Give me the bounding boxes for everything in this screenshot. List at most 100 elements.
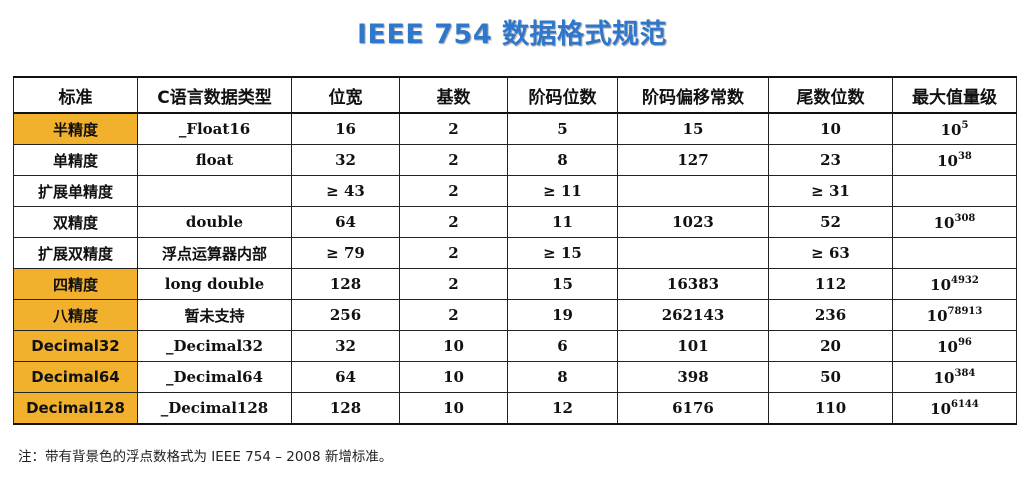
cell-standard: Decimal128	[13, 392, 138, 425]
cell-exponent-bias	[617, 237, 769, 269]
cell-c-type: _Decimal128	[137, 392, 292, 425]
cell-width: ≥ 79	[291, 237, 400, 269]
cell-exponent-bias: 16383	[617, 268, 769, 300]
cell-mantissa-bits: ≥ 31	[768, 175, 893, 207]
cell-base: 10	[399, 361, 508, 393]
cell-c-type: _Float16	[137, 112, 292, 145]
cell-exponent-bias: 262143	[617, 299, 769, 331]
table-row: 扩展单精度 ≥ 43 2 ≥ 11 ≥ 31	[13, 175, 1017, 207]
cell-mantissa-bits: 52	[768, 206, 893, 238]
cell-c-type: 暂未支持	[137, 299, 292, 331]
table-row: Decimal64 _Decimal64 64 10 8 398 50 10384	[13, 361, 1017, 393]
cell-standard: 八精度	[13, 299, 138, 331]
cell-width: 128	[291, 392, 400, 425]
table-row: 单精度 float 32 2 8 127 23 1038	[13, 144, 1017, 176]
cell-max-magnitude: 1096	[892, 330, 1017, 362]
cell-exponent-bits: 19	[507, 299, 618, 331]
table-header-row: 标准 C语言数据类型 位宽 基数 阶码位数 阶码偏移常数 尾数位数 最大值量级	[13, 76, 1017, 114]
cell-exponent-bits: 6	[507, 330, 618, 362]
magnitude-exponent: 308	[954, 212, 976, 224]
cell-c-type: float	[137, 144, 292, 176]
magnitude-base: 10	[933, 213, 955, 232]
cell-mantissa-bits: 50	[768, 361, 893, 393]
table-row: 扩展双精度 浮点运算器内部 ≥ 79 2 ≥ 15 ≥ 63	[13, 237, 1017, 269]
table-row: Decimal32 _Decimal32 32 10 6 101 20 1096	[13, 330, 1017, 362]
cell-standard: 四精度	[13, 268, 138, 300]
cell-max-magnitude: 1078913	[892, 299, 1017, 331]
cell-width: 32	[291, 330, 400, 362]
cell-exponent-bits: 15	[507, 268, 618, 300]
table-row: 半精度 _Float16 16 2 5 15 10 105	[13, 112, 1017, 145]
cell-c-type: double	[137, 206, 292, 238]
cell-exponent-bits: ≥ 15	[507, 237, 618, 269]
cell-mantissa-bits: 20	[768, 330, 893, 362]
magnitude-base: 10	[937, 151, 958, 170]
cell-base: 10	[399, 330, 508, 362]
magnitude-base: 10	[940, 120, 962, 139]
cell-width: ≥ 43	[291, 175, 400, 207]
table-row: 八精度 暂未支持 256 2 19 262143 236 1078913	[13, 299, 1017, 331]
cell-c-type: 浮点运算器内部	[137, 237, 292, 269]
cell-exponent-bias: 101	[617, 330, 769, 362]
cell-standard: 双精度	[13, 206, 138, 238]
cell-width: 64	[291, 206, 400, 238]
cell-mantissa-bits: 10	[768, 112, 893, 145]
magnitude-exponent: 6144	[951, 398, 979, 410]
cell-base: 10	[399, 392, 508, 425]
cell-width: 16	[291, 112, 400, 145]
cell-c-type: _Decimal32	[137, 330, 292, 362]
column-header-c-type: C语言数据类型	[137, 76, 292, 114]
cell-base: 2	[399, 299, 508, 331]
column-header-exponent-bias: 阶码偏移常数	[617, 76, 769, 114]
cell-standard: 扩展双精度	[13, 237, 138, 269]
page-title: IEEE 754 数据格式规范	[356, 19, 668, 50]
cell-exponent-bits: 12	[507, 392, 618, 425]
cell-standard: 半精度	[13, 112, 138, 145]
cell-standard: Decimal32	[13, 330, 138, 362]
magnitude-exponent: 38	[957, 150, 972, 162]
cell-base: 2	[399, 268, 508, 300]
cell-exponent-bias	[617, 175, 769, 207]
cell-c-type: _Decimal64	[137, 361, 292, 393]
cell-max-magnitude	[892, 175, 1017, 207]
magnitude-exponent: 78913	[947, 305, 983, 317]
cell-standard: 单精度	[13, 144, 138, 176]
cell-c-type: long double	[137, 268, 292, 300]
column-header-exponent-bits: 阶码位数	[507, 76, 618, 114]
column-header-base: 基数	[399, 76, 508, 114]
cell-base: 2	[399, 237, 508, 269]
column-header-max-magnitude: 最大值量级	[892, 76, 1017, 114]
cell-standard: 扩展单精度	[13, 175, 138, 207]
cell-exponent-bits: ≥ 11	[507, 175, 618, 207]
cell-exponent-bias: 127	[617, 144, 769, 176]
cell-exponent-bits: 11	[507, 206, 618, 238]
cell-width: 256	[291, 299, 400, 331]
footnote: 注：带有背景色的浮点数格式为 IEEE 754 – 2008 新增标准。	[18, 449, 393, 465]
ieee754-spec-table: 标准 C语言数据类型 位宽 基数 阶码位数 阶码偏移常数 尾数位数 最大值量级 …	[13, 76, 1017, 425]
table-row: 四精度 long double 128 2 15 16383 112 104932	[13, 268, 1017, 300]
magnitude-base: 10	[926, 306, 948, 325]
cell-width: 32	[291, 144, 400, 176]
cell-max-magnitude	[892, 237, 1017, 269]
cell-mantissa-bits: 236	[768, 299, 893, 331]
cell-max-magnitude: 10308	[892, 206, 1017, 238]
magnitude-base: 10	[930, 399, 952, 418]
cell-mantissa-bits: 112	[768, 268, 893, 300]
cell-mantissa-bits: ≥ 63	[768, 237, 893, 269]
magnitude-base: 10	[930, 275, 952, 294]
magnitude-exponent: 384	[954, 367, 976, 379]
cell-base: 2	[399, 144, 508, 176]
cell-c-type	[137, 175, 292, 207]
cell-max-magnitude: 10384	[892, 361, 1017, 393]
magnitude-base: 10	[933, 368, 955, 387]
cell-base: 2	[399, 175, 508, 207]
cell-max-magnitude: 105	[892, 112, 1017, 145]
cell-width: 64	[291, 361, 400, 393]
cell-mantissa-bits: 110	[768, 392, 893, 425]
magnitude-base: 10	[937, 337, 958, 356]
cell-mantissa-bits: 23	[768, 144, 893, 176]
table-row: Decimal128 _Decimal128 128 10 12 6176 110 10614…	[13, 392, 1017, 425]
magnitude-exponent: 4932	[951, 274, 979, 286]
column-header-standard: 标准	[13, 76, 138, 114]
cell-standard: Decimal64	[13, 361, 138, 393]
